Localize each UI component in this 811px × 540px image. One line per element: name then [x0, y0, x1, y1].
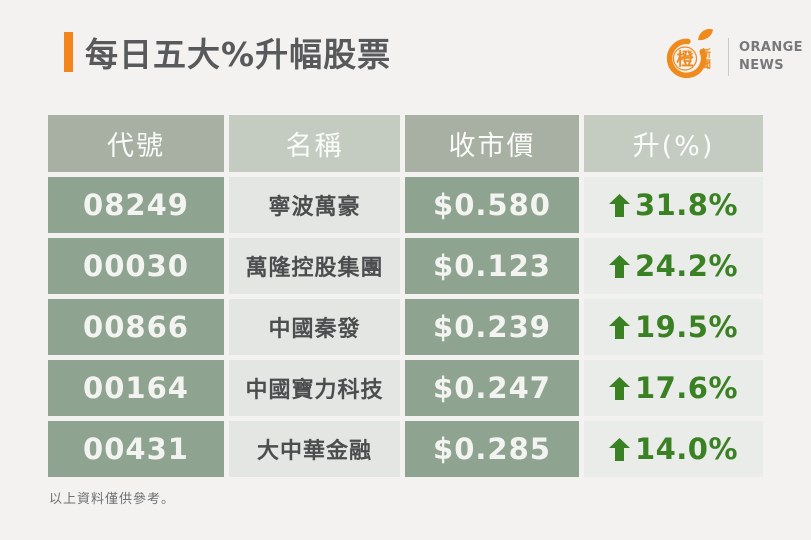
stock-change-value: 14.0%: [634, 432, 739, 466]
title-accent-bar: [64, 32, 73, 72]
stock-change: 14.0%: [584, 421, 763, 477]
stock-change: 31.8%: [584, 177, 763, 233]
column-header-price: 收市價: [405, 115, 579, 172]
logo-sub-char-bottom: 聞: [701, 59, 711, 71]
stock-change: 17.6%: [584, 360, 763, 416]
stock-price: $0.239: [405, 299, 579, 355]
stock-price: $0.285: [405, 421, 579, 477]
stock-name: 中國寶力科技: [229, 360, 400, 416]
stock-code: 08249: [48, 177, 224, 233]
up-arrow-icon: [608, 315, 630, 339]
stock-change-value: 19.5%: [634, 310, 739, 344]
orange-news-logo: 橙 新 聞 ORANGE NEWS: [656, 27, 803, 87]
stock-code: 00866: [48, 299, 224, 355]
logo-divider: [728, 38, 729, 76]
page-title: 每日五大%升幅股票: [85, 35, 392, 74]
stock-code: 00164: [48, 360, 224, 416]
stock-code: 00030: [48, 238, 224, 294]
page-header: 每日五大%升幅股票: [64, 28, 391, 76]
up-arrow-icon: [608, 193, 630, 217]
top-gainers-table: 代號 名稱 收市價 升(%) 08249 寧波萬豪 $0.580 31.8% 0…: [48, 115, 763, 477]
stock-change: 19.5%: [584, 299, 763, 355]
stock-price: $0.247: [405, 360, 579, 416]
orange-logo-icon: 橙 新 聞: [666, 28, 713, 79]
stock-name: 寧波萬豪: [229, 177, 400, 233]
stock-change-value: 31.8%: [634, 188, 739, 222]
logo-wordmark: ORANGE NEWS: [739, 39, 803, 74]
stock-name: 中國秦發: [229, 299, 400, 355]
logo-brand-char: 橙: [677, 49, 695, 70]
stock-name: 萬隆控股集團: [229, 238, 400, 294]
up-arrow-icon: [608, 437, 630, 461]
up-arrow-icon: [608, 376, 630, 400]
stock-price: $0.580: [405, 177, 579, 233]
stock-change: 24.2%: [584, 238, 763, 294]
disclaimer-text: 以上資料僅供參考。: [49, 492, 176, 507]
leaf-icon: [698, 28, 713, 41]
stock-name: 大中華金融: [229, 421, 400, 477]
logo-sub-char-top: 新: [701, 47, 711, 60]
column-header-name: 名稱: [229, 115, 400, 172]
stock-change-value: 24.2%: [634, 249, 739, 283]
logo-word-line2: NEWS: [739, 58, 785, 73]
column-header-change: 升(%): [584, 115, 763, 172]
stock-code: 00431: [48, 421, 224, 477]
column-header-code: 代號: [48, 115, 224, 172]
stock-change-value: 17.6%: [634, 371, 739, 405]
stock-price: $0.123: [405, 238, 579, 294]
up-arrow-icon: [608, 254, 630, 278]
logo-word-line1: ORANGE: [739, 40, 803, 56]
